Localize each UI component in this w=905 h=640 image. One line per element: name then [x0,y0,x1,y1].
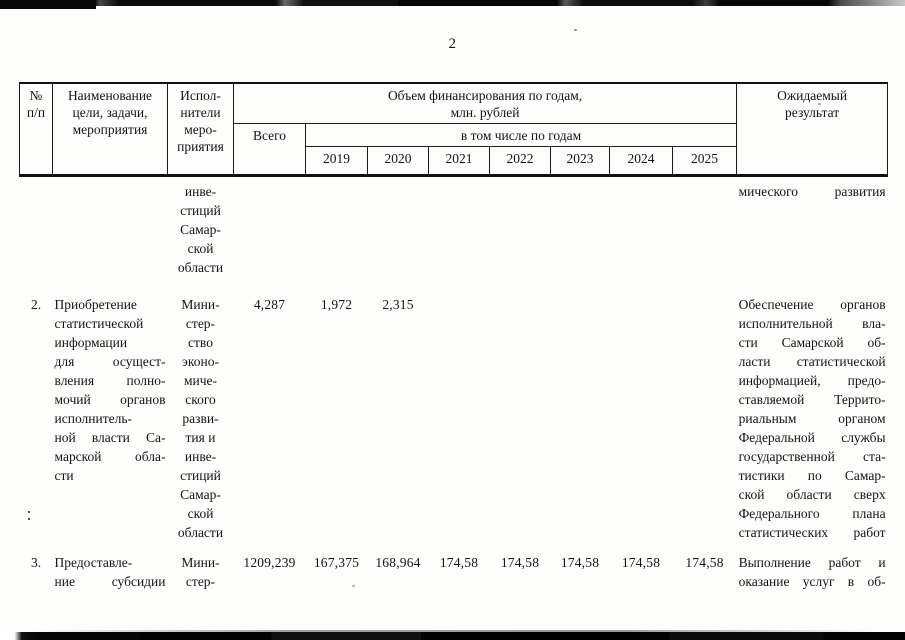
scan-speck [352,585,355,587]
header-cell-name: Наименование цели, задачи, мероприятия [52,82,168,177]
row-2020-cell [368,176,429,290]
scan-artifact-bottom-edge [0,630,905,640]
row-2023-cell: 174,58 [560,554,600,570]
row-2020-cell: 168,964 [375,554,421,570]
table-row-3: 3. Предоставле- ние субсидии Мини- стер-… [20,548,888,640]
row-2019-cell: 1,972 [320,296,353,312]
table-row-2: 2. Приобретение статистической информаци… [20,290,888,548]
row-total-cell: 4,287 [253,296,286,312]
table-body: инве- стиций Самар- ской области мическо… [20,176,888,640]
row-2024-cell: 174,58 [621,554,661,570]
header-cell-executor: Испол- нители меро- приятия [167,82,234,177]
header-cell-num: № п/п [19,82,53,177]
header-cell-year-2024: 2024 [609,146,673,177]
row-2019-cell: 167,375 [313,554,360,570]
header-cell-year-2021: 2021 [428,146,490,177]
row-name-cell [53,176,168,290]
row-2022-cell [490,176,551,290]
financing-table: № п/п Наименование цели, задачи, меропри… [19,82,889,640]
row-result-cell: Выполнение работ и оказание услуг в об- [738,554,886,589]
row-name-cell: Приобретение статистической информации д… [54,296,166,483]
row-2023-cell [551,290,610,548]
header-cell-by-years: в том числе по годам [304,123,738,147]
row-executor-cell: Мини- стер- ство эконо- миче- ского разв… [177,296,224,540]
row-2025-cell [673,290,737,548]
row-result-cell: Обеспечение органов исполнительной вла- … [738,296,886,540]
row-number-cell [20,176,53,290]
row-total-cell [234,176,306,290]
header-cell-total: Всего [233,123,306,177]
header-cell-year-2020: 2020 [367,146,429,177]
header-cell-financing-title: Объем финансирования по годам, млн. рубл… [232,82,738,124]
row-total-cell: 1209,239 [243,554,296,570]
row-number-cell: 3. [30,554,42,570]
header-cell-result: Ожидаемый результат [736,82,889,177]
scan-artifact-top-edge [0,0,905,9]
row-2025-cell [673,176,737,290]
header-cell-year-2023: 2023 [550,146,610,177]
row-2021-cell [429,290,490,548]
row-result-cell: мического развития [738,184,886,199]
row-2021-cell: 174,58 [439,554,479,570]
header-cell-year-2022: 2022 [489,146,551,177]
scan-speck [574,29,577,31]
row-2022-cell: 174,58 [500,554,540,570]
row-2024-cell [610,176,673,290]
row-number-cell: 2. [30,296,42,312]
row-2019-cell [306,176,368,290]
row-2021-cell [429,176,490,290]
page-number: 2 [448,36,457,52]
row-2023-cell [551,176,610,290]
row-2025-cell: 174,58 [685,554,724,570]
table-row-continuation: инве- стиций Самар- ской области мическо… [20,176,888,290]
row-2022-cell [490,290,551,548]
header-cell-year-2019: 2019 [305,146,368,177]
row-executor-cell: инве- стиций Самар- ской области [177,184,224,275]
row-2024-cell [610,290,673,548]
scan-colon-artifact [28,511,30,513]
header-cell-year-2025: 2025 [671,146,738,177]
table-header: № п/п Наименование цели, задачи, меропри… [19,82,889,177]
row-executor-cell: Мини- стер- [181,554,220,589]
row-2020-cell: 2,315 [382,296,414,312]
row-name-cell: Предоставле- ние субсидии [54,554,166,589]
